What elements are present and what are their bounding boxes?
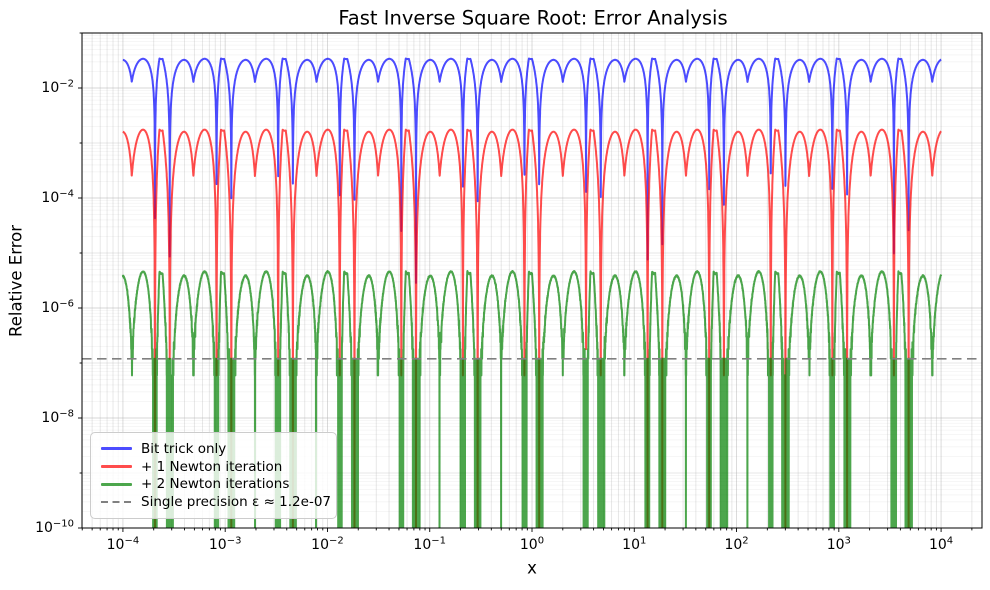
x-tick-label: 10−1: [413, 535, 447, 553]
x-tick-label: 102: [724, 535, 749, 553]
x-tick-label: 103: [826, 535, 851, 553]
y-tick-label: 10−6: [41, 298, 74, 316]
x-tick-label: 10−3: [208, 535, 242, 553]
legend-label: + 2 Newton iterations: [141, 476, 290, 493]
legend-item-newton-1: + 1 Newton iteration: [101, 458, 326, 476]
legend-line-red: [101, 465, 132, 469]
chart-title: Fast Inverse Square Root: Error Analysis: [338, 6, 728, 30]
legend-label: Single precision ε ≈ 1.2e-07: [141, 494, 332, 511]
x-axis-label: x: [527, 558, 537, 578]
legend-line-blue: [101, 447, 132, 451]
x-tick-label: 104: [928, 535, 954, 553]
y-tick-label: 10−4: [41, 188, 74, 206]
y-axis-label: Relative Error: [6, 224, 26, 338]
legend-line-green: [101, 482, 132, 486]
legend-item-newton-2: + 2 Newton iterations: [101, 476, 326, 494]
legend-label: + 1 Newton iteration: [141, 458, 283, 475]
legend: Bit trick only + 1 Newton iteration + 2 …: [90, 432, 337, 519]
x-tick-label: 10−4: [106, 535, 140, 553]
x-tick-label: 100: [519, 535, 545, 553]
y-tick-label: 10−10: [35, 518, 74, 536]
legend-item-bit-trick: Bit trick only: [101, 440, 326, 458]
x-tick-label: 101: [622, 535, 647, 553]
legend-line-dashed: [101, 501, 132, 504]
legend-label: Bit trick only: [141, 440, 227, 457]
legend-item-epsilon: Single precision ε ≈ 1.2e-07: [101, 493, 331, 511]
y-tick-label: 10−2: [41, 78, 74, 96]
x-tick-label: 10−2: [311, 535, 344, 553]
y-tick-label: 10−8: [41, 408, 74, 426]
